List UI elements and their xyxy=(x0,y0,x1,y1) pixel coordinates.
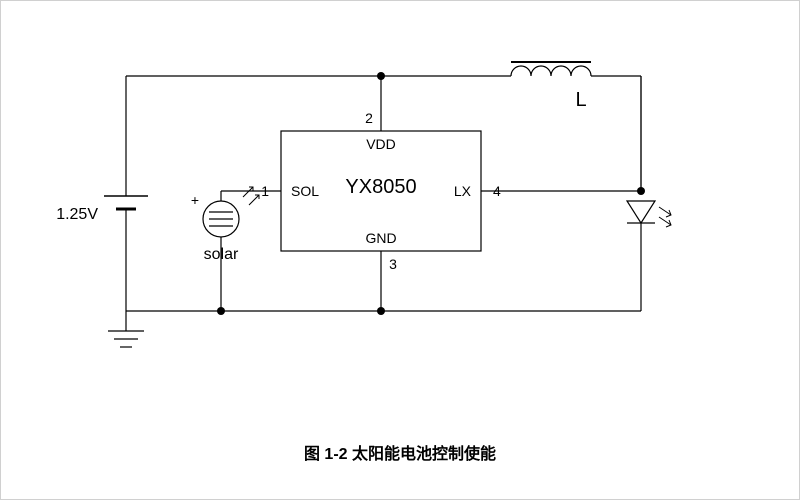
svg-text:solar: solar xyxy=(204,246,239,263)
svg-text:2: 2 xyxy=(365,110,373,126)
svg-text:LX: LX xyxy=(454,183,472,199)
svg-text:1.25V: 1.25V xyxy=(56,206,98,223)
svg-text:3: 3 xyxy=(389,256,397,272)
svg-text:SOL: SOL xyxy=(291,183,319,199)
svg-text:YX8050: YX8050 xyxy=(345,176,416,198)
svg-text:+: + xyxy=(191,192,199,208)
svg-text:L: L xyxy=(575,89,586,111)
figure-caption: 图 1-2 太阳能电池控制使能 xyxy=(1,440,799,464)
svg-text:GND: GND xyxy=(365,230,396,246)
svg-text:VDD: VDD xyxy=(366,136,396,152)
circuit-schematic: YX8050SOLVDDGNDLX1234L1.25V+solar xyxy=(1,1,800,421)
